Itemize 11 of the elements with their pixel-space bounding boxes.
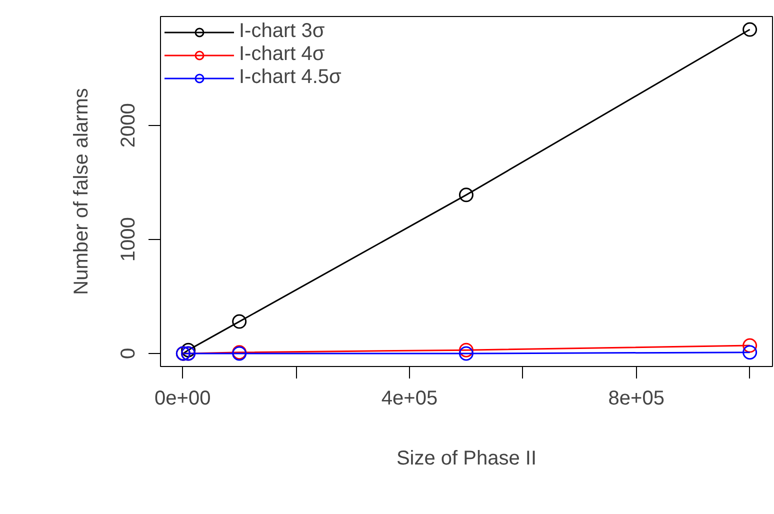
x-axis-title: Size of Phase II <box>396 448 537 470</box>
x-tick-label: 0e+00 <box>154 388 211 410</box>
x-tick-label: 8e+05 <box>608 388 664 410</box>
legend-label: I-chart 4.5σ <box>239 66 342 89</box>
y-tick-label: 1000 <box>118 217 140 262</box>
x-tick-label: 4e+05 <box>381 388 438 410</box>
y-tick-label: 2000 <box>118 103 140 148</box>
y-axis-title: Number of false alarms <box>70 88 92 295</box>
legend-label: I-chart 3σ <box>239 20 325 43</box>
y-tick-label: 0 <box>118 348 140 360</box>
legend-label: I-chart 4σ <box>239 43 325 66</box>
